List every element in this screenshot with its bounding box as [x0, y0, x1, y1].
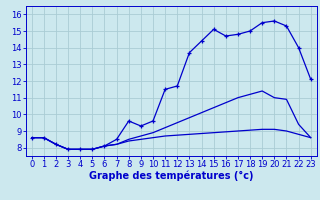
X-axis label: Graphe des températures (°c): Graphe des températures (°c) — [89, 171, 253, 181]
